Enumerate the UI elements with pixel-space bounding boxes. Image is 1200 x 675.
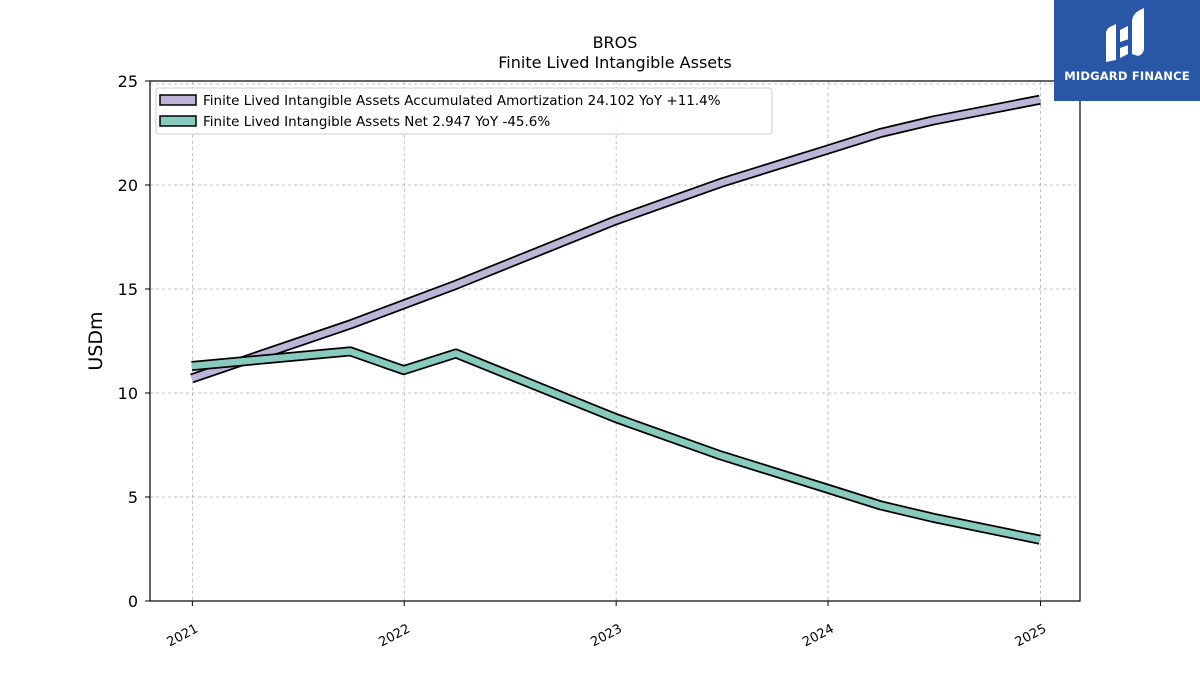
x-tick-label: 2024 — [800, 622, 836, 651]
legend-swatch-1 — [159, 94, 197, 106]
chart-title: BROS — [593, 33, 638, 52]
y-tick-label: 15 — [118, 280, 138, 299]
logo-mark-icon — [1106, 8, 1144, 62]
x-tick-label: 2023 — [588, 622, 624, 651]
y-tick-label: 20 — [118, 176, 138, 195]
y-tick-label: 25 — [118, 72, 138, 91]
x-tick-label: 2022 — [376, 622, 412, 651]
brand-name: MIDGARD FINANCE — [1064, 69, 1190, 83]
series-line-2 — [191, 348, 1041, 543]
y-axis-label: USDm — [85, 311, 107, 370]
x-tick-label: 2025 — [1013, 622, 1049, 651]
legend-label-2: Finite Lived Intangible Assets Net 2.947… — [203, 114, 550, 130]
brand-logo: MIDGARD FINANCE — [1054, 0, 1200, 101]
legend-label-1: Finite Lived Intangible Assets Accumulat… — [203, 93, 721, 109]
y-tick-label: 0 — [128, 592, 138, 611]
legend-swatch-2 — [159, 115, 197, 127]
legend-box — [155, 87, 773, 135]
y-tick-label: 10 — [118, 384, 138, 403]
series-line-1 — [190, 96, 1041, 382]
y-tick-label: 5 — [128, 488, 138, 507]
plot-frame — [149, 80, 1081, 602]
x-tick-label: 2021 — [165, 622, 201, 651]
chart-subtitle: Finite Lived Intangible Assets — [498, 53, 731, 72]
